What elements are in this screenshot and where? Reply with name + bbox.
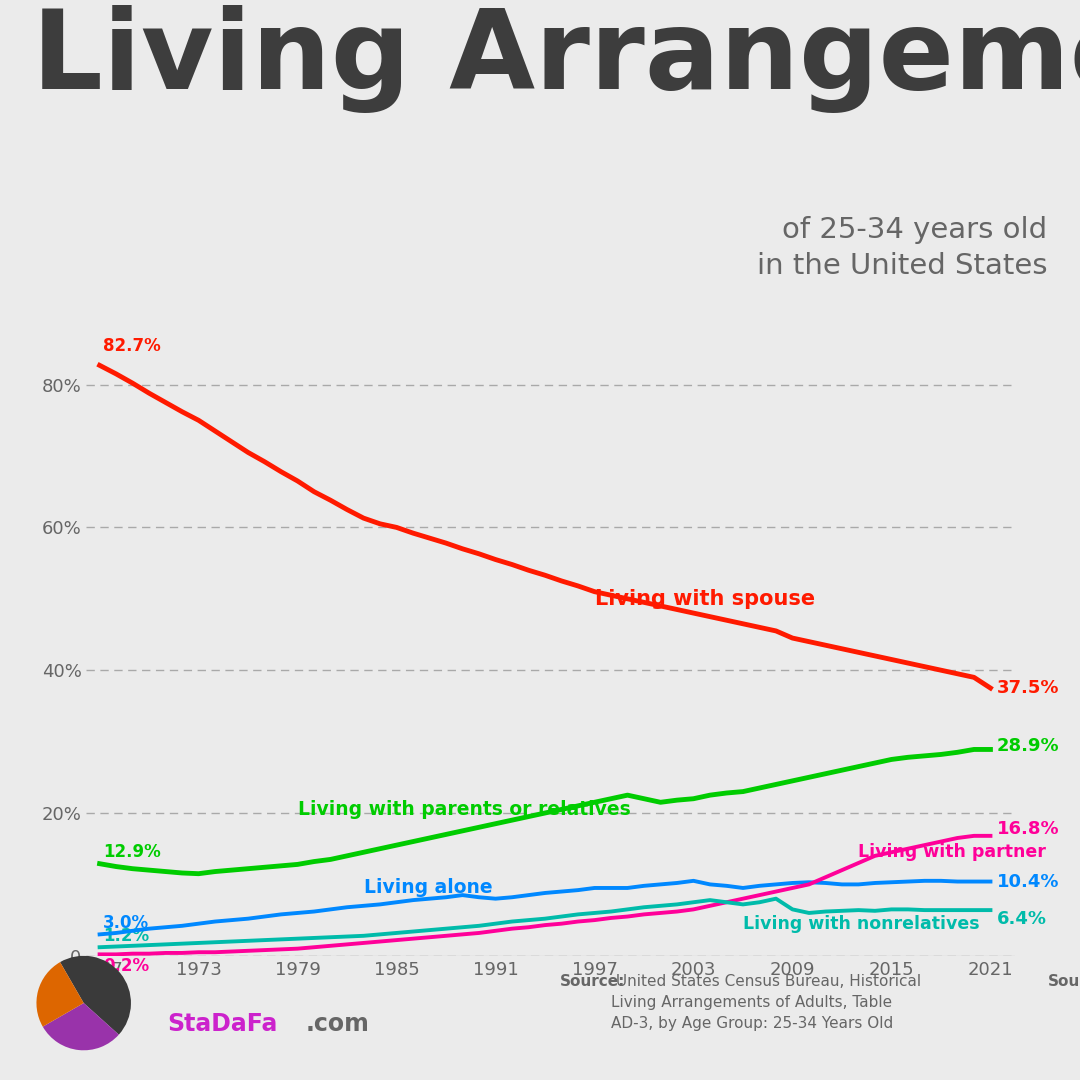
Text: 28.9%: 28.9% — [997, 737, 1059, 755]
Text: Living Arrangements: Living Arrangements — [32, 5, 1080, 113]
Text: Living alone: Living alone — [364, 878, 492, 897]
Text: Source:: Source: — [559, 974, 625, 989]
Text: 16.8%: 16.8% — [997, 820, 1059, 838]
Wedge shape — [37, 962, 84, 1027]
Text: .com: .com — [306, 1012, 369, 1036]
Text: 37.5%: 37.5% — [997, 679, 1059, 697]
Wedge shape — [60, 956, 131, 1035]
Wedge shape — [43, 1003, 119, 1050]
Text: 12.9%: 12.9% — [103, 842, 161, 861]
Text: of 25-34 years old
in the United States: of 25-34 years old in the United States — [757, 216, 1048, 280]
Text: 1.2%: 1.2% — [103, 927, 149, 945]
Text: 82.7%: 82.7% — [103, 337, 161, 354]
Text: 3.0%: 3.0% — [103, 915, 149, 932]
Text: 6.4%: 6.4% — [997, 909, 1047, 928]
Text: Living with nonrelatives: Living with nonrelatives — [743, 915, 980, 933]
Text: Living with parents or relatives: Living with parents or relatives — [298, 800, 631, 819]
Text: 10.4%: 10.4% — [997, 873, 1059, 891]
Text: Living with partner: Living with partner — [859, 843, 1047, 861]
Text: United States Census Bureau, Historical
Living Arrangements of Adults, Table
AD-: United States Census Bureau, Historical … — [611, 974, 921, 1031]
Text: Source:: Source: — [1048, 974, 1080, 989]
Text: 0.2%: 0.2% — [103, 957, 149, 974]
Text: StaDaFa: StaDaFa — [167, 1012, 278, 1036]
Text: Living with spouse: Living with spouse — [594, 589, 814, 609]
